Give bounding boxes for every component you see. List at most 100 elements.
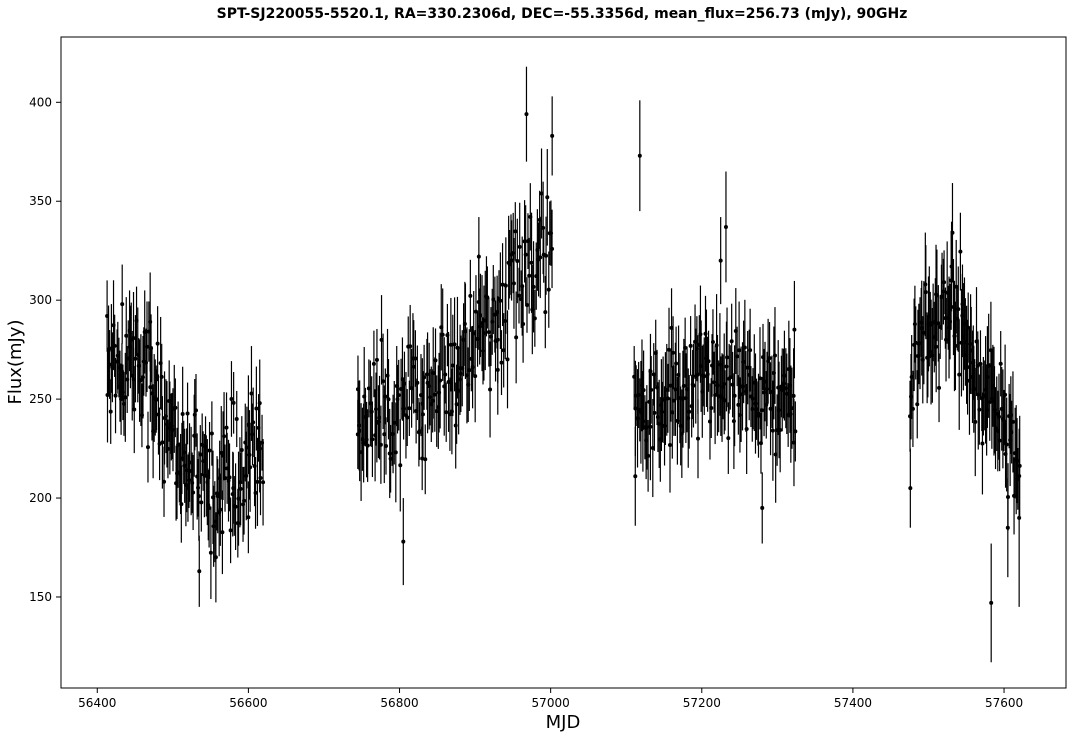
- data-point: [498, 298, 503, 303]
- data-point: [371, 361, 376, 366]
- data-point: [524, 302, 529, 307]
- data-point: [970, 374, 975, 379]
- data-point: [374, 407, 379, 412]
- y-tick-label: 200: [29, 491, 52, 505]
- data-point: [793, 429, 798, 434]
- data-point: [770, 428, 775, 433]
- data-point: [162, 479, 167, 484]
- data-point: [1004, 442, 1009, 447]
- data-point: [696, 436, 701, 441]
- data-point: [687, 409, 692, 414]
- data-point: [539, 191, 544, 196]
- data-point: [261, 480, 266, 485]
- data-point: [370, 437, 375, 442]
- data-point: [369, 409, 374, 414]
- data-point: [208, 550, 213, 555]
- data-point: [544, 253, 549, 258]
- data-point: [184, 468, 189, 473]
- data-point: [112, 343, 117, 348]
- data-point: [198, 452, 203, 457]
- data-point: [709, 406, 714, 411]
- data-point: [987, 399, 992, 404]
- data-point: [444, 410, 449, 415]
- data-point: [515, 258, 520, 263]
- data-point: [254, 406, 259, 411]
- y-tick-label: 300: [29, 293, 52, 307]
- data-point: [248, 465, 253, 470]
- data-point: [197, 569, 202, 574]
- data-point: [218, 507, 223, 512]
- data-point: [145, 344, 150, 349]
- y-axis-label: Flux(mJy): [5, 320, 26, 405]
- data-point: [541, 225, 546, 230]
- data-point: [173, 405, 178, 410]
- data-point: [249, 391, 254, 396]
- data-point: [133, 356, 138, 361]
- data-point: [646, 453, 651, 458]
- data-point: [396, 393, 401, 398]
- data-point: [531, 284, 536, 289]
- data-point: [495, 367, 500, 372]
- data-point: [980, 441, 985, 446]
- data-point: [228, 528, 233, 533]
- data-point: [488, 387, 493, 392]
- data-point: [748, 348, 753, 353]
- data-point: [791, 393, 796, 398]
- data-point: [468, 293, 473, 298]
- data-point: [467, 368, 472, 373]
- data-point: [543, 310, 548, 315]
- data-point: [251, 420, 256, 425]
- data-point: [984, 407, 989, 412]
- data-point: [953, 343, 958, 348]
- data-point: [220, 530, 225, 535]
- data-point: [667, 347, 672, 352]
- data-point: [238, 486, 243, 491]
- data-point: [550, 133, 555, 138]
- data-point: [710, 339, 715, 344]
- data-point: [447, 412, 452, 417]
- y-tick-label: 350: [29, 194, 52, 208]
- data-point: [936, 321, 941, 326]
- data-point: [239, 448, 244, 453]
- data-point: [235, 521, 240, 526]
- data-point: [532, 316, 537, 321]
- data-point: [440, 332, 445, 337]
- data-point: [486, 330, 491, 335]
- data-point: [744, 426, 749, 431]
- data-point: [524, 112, 529, 117]
- data-point: [138, 378, 143, 383]
- data-point: [546, 287, 551, 292]
- data-point: [706, 359, 711, 364]
- data-point: [511, 251, 516, 256]
- x-tick-label: 57600: [985, 696, 1023, 710]
- data-point: [908, 486, 913, 491]
- data-point: [423, 457, 428, 462]
- data-point: [950, 230, 955, 235]
- data-point: [183, 482, 188, 487]
- x-tick-label: 57400: [834, 696, 872, 710]
- data-point: [180, 412, 185, 417]
- data-point: [742, 345, 747, 350]
- chart-title: SPT-SJ220055-5520.1, RA=330.2306d, DEC=-…: [217, 6, 908, 22]
- data-point: [374, 357, 379, 362]
- data-point: [718, 258, 723, 263]
- y-tick-label: 150: [29, 590, 52, 604]
- data-point: [448, 342, 453, 347]
- data-point: [413, 356, 418, 361]
- data-point: [244, 473, 249, 478]
- data-point: [196, 494, 201, 499]
- data-point: [509, 258, 514, 263]
- data-point: [250, 432, 255, 437]
- data-point: [1010, 419, 1015, 424]
- data-point: [550, 246, 555, 251]
- x-tick-label: 56400: [78, 696, 116, 710]
- data-point: [670, 410, 675, 415]
- data-point: [438, 378, 443, 383]
- data-point: [650, 446, 655, 451]
- data-point: [649, 387, 654, 392]
- data-point: [432, 392, 437, 397]
- x-tick-label: 56800: [380, 696, 418, 710]
- data-point: [674, 361, 679, 366]
- data-point: [185, 411, 190, 416]
- data-point: [132, 407, 137, 412]
